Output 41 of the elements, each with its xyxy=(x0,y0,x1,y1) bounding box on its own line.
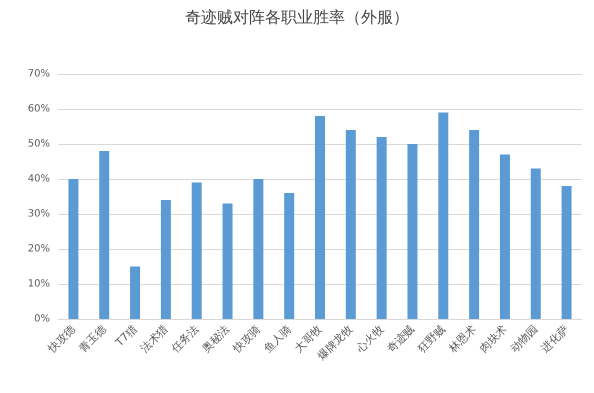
x-tick-label: 动物园 xyxy=(508,322,540,355)
bar xyxy=(530,168,541,319)
bar xyxy=(500,154,510,319)
x-tick-label: 法术猎 xyxy=(138,322,170,355)
bar xyxy=(192,182,202,319)
x-tick-label: 奇迹贼 xyxy=(384,322,418,355)
bar xyxy=(315,116,325,319)
bar xyxy=(253,179,264,319)
x-tick-label: 奥秘法 xyxy=(200,322,232,355)
x-tick-label: 任务法 xyxy=(168,322,202,356)
x-tick-label: 狂野贼 xyxy=(415,322,448,355)
y-tick-label: 50% xyxy=(28,138,50,150)
bar xyxy=(284,193,294,319)
x-tick-label: T7猎 xyxy=(112,322,140,350)
bar xyxy=(407,144,418,319)
bar xyxy=(562,186,572,319)
bar xyxy=(160,200,171,319)
x-tick-label: 肉块术 xyxy=(477,322,510,355)
x-tick-label: 快攻骑 xyxy=(230,322,263,356)
bar xyxy=(130,266,140,319)
bar xyxy=(346,130,356,319)
x-tick-label: 林恩术 xyxy=(445,322,479,356)
x-tick-label: 心火牧 xyxy=(353,322,386,356)
bar xyxy=(222,204,233,319)
x-tick-label: 青玉德 xyxy=(76,322,109,355)
chart-title: 奇迹贼对阵各职业胜率（外服） xyxy=(185,8,409,26)
x-tick-label: 快攻德 xyxy=(44,322,78,356)
bar xyxy=(438,112,448,319)
y-tick-label: 0% xyxy=(34,314,50,324)
bar xyxy=(376,137,387,319)
x-tick-label: 鱼人骑 xyxy=(261,322,294,355)
y-tick-label: 60% xyxy=(28,104,50,114)
bar xyxy=(68,179,78,319)
y-tick-label: 70% xyxy=(28,68,50,80)
y-tick-label: 40% xyxy=(28,174,50,184)
bar xyxy=(99,151,110,319)
y-tick-label: 20% xyxy=(28,244,50,254)
y-tick-label: 10% xyxy=(28,278,50,290)
bar xyxy=(469,130,480,319)
y-tick-label: 30% xyxy=(28,208,50,220)
x-tick-label: 进化萨 xyxy=(538,322,572,355)
